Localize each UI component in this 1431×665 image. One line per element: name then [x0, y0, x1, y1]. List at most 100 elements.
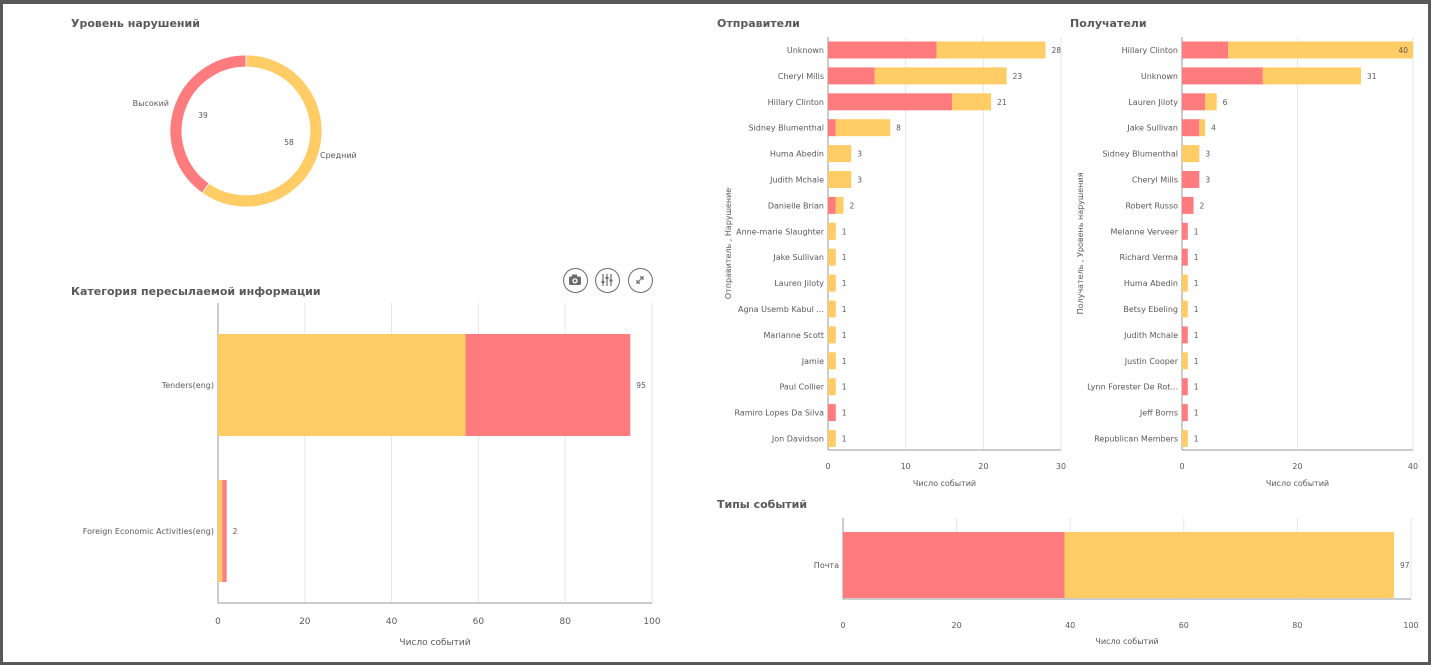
x-tick-label: 0 — [840, 621, 845, 630]
bar-segment — [952, 93, 992, 111]
x-tick-label: 0 — [215, 617, 221, 627]
bar-total-label: 1 — [842, 409, 847, 418]
x-tick-label: 30 — [1056, 462, 1066, 471]
bar-segment — [1182, 119, 1200, 137]
bar-segment — [1199, 119, 1206, 137]
recipients-title: Получатели — [1070, 17, 1147, 30]
bar-segment — [828, 67, 875, 85]
bar-total-label: 1 — [1194, 435, 1199, 444]
bar-segment — [1182, 352, 1188, 370]
bar-total-label: 2 — [1200, 201, 1205, 210]
category-label: Agna Usemb Kabul ... — [738, 305, 824, 314]
bar-segment — [828, 404, 836, 422]
bar-total-label: 1 — [1194, 383, 1199, 392]
category-label: Почта — [814, 561, 839, 570]
bar-total-label: 28 — [1051, 46, 1061, 55]
bar-segment — [936, 41, 1046, 59]
category-label: Danielle Brian — [768, 201, 824, 210]
x-axis-title: Число событий — [913, 479, 976, 488]
bar-total-label: 1 — [842, 279, 847, 288]
x-tick-label: 40 — [1408, 462, 1418, 471]
bar-segment — [835, 196, 844, 214]
bar-segment — [1182, 41, 1229, 59]
fullscreen-button[interactable] — [628, 268, 653, 293]
bar-total-label: 8 — [896, 124, 901, 133]
snapshot-button[interactable] — [563, 268, 588, 293]
bar-segment — [828, 300, 836, 318]
bar-segment — [1182, 222, 1188, 240]
bar-segment — [1182, 248, 1188, 266]
sliders-icon — [601, 274, 613, 286]
bar-total-label: 3 — [857, 150, 862, 159]
x-tick-label: 100 — [1403, 621, 1418, 630]
bar-total-label: 2 — [850, 201, 855, 210]
bar-total-label: 1 — [1194, 331, 1199, 340]
bar-segment — [1228, 41, 1413, 59]
bar-segment — [835, 119, 891, 137]
y-axis-title: Получатель , Уровень нарушения — [1076, 172, 1085, 314]
category-label: Republican Members — [1094, 435, 1178, 444]
bar-segment — [1182, 196, 1194, 214]
bar-total-label: 97 — [1400, 561, 1410, 570]
bar-total-label: 31 — [1367, 72, 1377, 81]
bar-total-label: 2 — [233, 527, 238, 536]
bar-segment — [828, 119, 836, 137]
bar-total-label: 1 — [842, 227, 847, 236]
category-label: Melanne Verveer — [1111, 227, 1179, 236]
bar-total-label: 40 — [1398, 46, 1408, 55]
category-label: Lauren Jiloty — [774, 279, 824, 288]
adjust-button[interactable] — [595, 268, 620, 293]
x-tick-label: 0 — [1179, 462, 1184, 471]
category-label: Tenders(eng) — [161, 381, 214, 390]
x-tick-label: 20 — [952, 621, 962, 630]
bar-total-label: 21 — [997, 98, 1007, 107]
bar-segment — [828, 378, 836, 396]
category-label: Jake Sullivan — [1126, 124, 1178, 133]
category-label: Foreign Economic Activities(eng) — [83, 527, 214, 536]
x-tick-label: 40 — [1065, 621, 1075, 630]
category-label: Cheryl Mills — [1132, 176, 1178, 185]
bar-segment — [1182, 274, 1188, 292]
bar-segment — [828, 352, 836, 370]
x-tick-label: 60 — [473, 617, 485, 627]
category-label: Judith Mchale — [769, 176, 824, 185]
category-label: Jeff Borns — [1139, 409, 1178, 418]
x-tick-label: 40 — [386, 617, 398, 627]
bar-total-label: 1 — [1194, 305, 1199, 314]
bar-segment — [843, 532, 1065, 598]
bar-segment — [828, 248, 836, 266]
bar-segment — [828, 41, 937, 59]
category-label: Richard Verma — [1119, 253, 1178, 262]
bar-total-label: 1 — [842, 331, 847, 340]
bar-total-label: 1 — [842, 305, 847, 314]
bar-segment — [1182, 145, 1200, 163]
category-label: Anne-marie Slaughter — [736, 227, 825, 236]
category-label: Judith Mchale — [1123, 331, 1178, 340]
donut-slice-value: 58 — [284, 138, 294, 147]
x-tick-label: 60 — [1179, 621, 1189, 630]
senders-title: Отправители — [717, 17, 800, 30]
category-label: Huma Abedin — [770, 150, 824, 159]
bar-segment — [828, 274, 836, 292]
bar-segment — [828, 145, 852, 163]
bar-total-label: 3 — [1205, 176, 1210, 185]
x-tick-label: 0 — [825, 462, 830, 471]
violation-level-title: Уровень нарушений — [71, 17, 200, 30]
camera-icon — [569, 274, 581, 285]
bar-segment — [222, 480, 227, 582]
bar-segment — [828, 93, 953, 111]
bar-segment — [1182, 404, 1188, 422]
event-types-title: Типы событий — [717, 498, 808, 511]
x-axis-title: Число событий — [1095, 637, 1158, 646]
donut-slice-value: 39 — [198, 111, 208, 120]
donut-slice-label: Высокий — [133, 99, 169, 108]
bar-segment — [218, 334, 466, 436]
bar-total-label: 6 — [1223, 98, 1228, 107]
info-category-title: Категория пересылаемой информации — [71, 285, 321, 298]
bar-total-label: 1 — [1194, 409, 1199, 418]
bar-segment — [1182, 300, 1188, 318]
x-tick-label: 20 — [1292, 462, 1302, 471]
x-tick-label: 10 — [901, 462, 911, 471]
x-axis-title: Число событий — [399, 638, 470, 648]
